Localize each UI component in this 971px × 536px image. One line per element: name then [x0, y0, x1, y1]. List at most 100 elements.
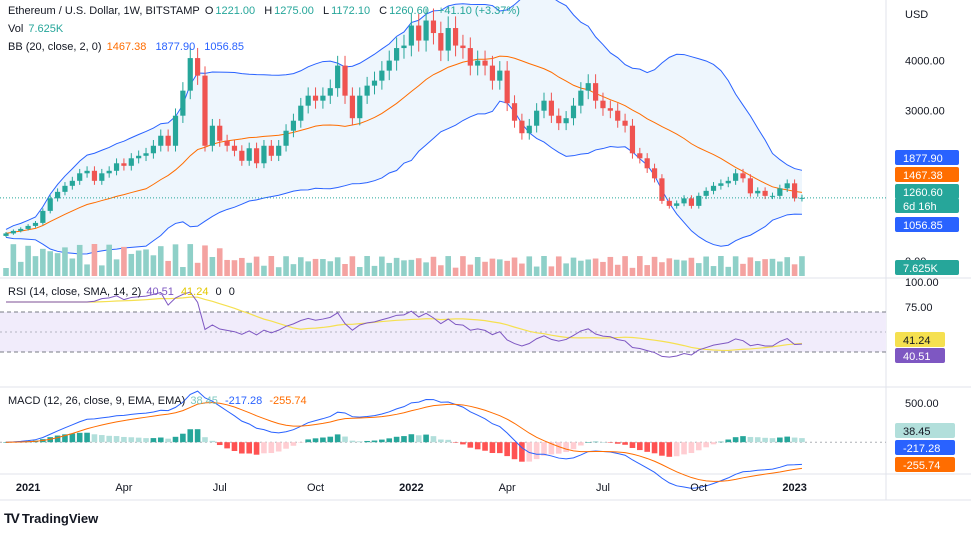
- volume-bar: [113, 259, 120, 276]
- macd-histogram-bar: [165, 438, 171, 443]
- candle-body: [320, 95, 326, 101]
- macd-histogram-bar: [585, 442, 592, 443]
- volume-bar: [777, 261, 783, 276]
- candle-body: [187, 58, 193, 91]
- time-tick-label: 2021: [16, 482, 40, 494]
- macd-histogram-bar: [275, 442, 282, 452]
- macd-histogram-bar: [172, 436, 179, 443]
- candle-body: [548, 100, 554, 116]
- low-value: 1172.10: [331, 5, 371, 17]
- price-tag-bb_upper: [895, 150, 959, 165]
- rsi-tick-label: 100.00: [905, 277, 939, 289]
- candle-body: [106, 170, 112, 174]
- candle-body: [681, 198, 687, 204]
- volume-bar: [349, 256, 356, 276]
- bb-basis-value: 1467.38: [106, 41, 147, 53]
- macd-histogram-bar: [143, 438, 149, 443]
- volume-bar: [548, 266, 555, 276]
- candle-body: [371, 80, 378, 86]
- macd-histogram-bar: [298, 442, 304, 443]
- candle-body: [261, 145, 267, 164]
- macd-histogram-bar: [747, 436, 754, 443]
- volume-bar: [585, 259, 592, 276]
- macd-histogram-bar: [76, 432, 83, 443]
- time-tick-label: Apr: [499, 482, 516, 494]
- candle-body: [10, 230, 16, 234]
- time-tick-label: Oct: [690, 482, 707, 494]
- macd-histogram-bar: [703, 442, 709, 448]
- macd-histogram-bar: [474, 442, 481, 450]
- candle-body: [25, 225, 31, 229]
- candle-body: [335, 65, 341, 89]
- volume-bar: [637, 256, 643, 276]
- candle-body: [298, 105, 304, 121]
- candle-body: [733, 173, 739, 181]
- candle-body: [54, 191, 61, 199]
- rsi-band: [0, 312, 886, 353]
- volume-bar: [54, 253, 61, 276]
- candle-body: [644, 158, 650, 169]
- candle-body: [276, 145, 282, 156]
- high-value: 1275.00: [274, 5, 314, 17]
- macd-histogram-bar: [62, 434, 68, 443]
- candle-body: [143, 153, 149, 156]
- candle-body: [128, 158, 134, 166]
- candle-body: [180, 90, 186, 116]
- candle-body: [777, 188, 783, 196]
- macd-signal-line: [5, 402, 803, 482]
- candle-body: [40, 210, 46, 223]
- macd-histogram-bar: [629, 442, 636, 448]
- macd-histogram-bar: [438, 439, 444, 443]
- candle-body: [364, 85, 370, 96]
- volume-bar: [519, 263, 525, 276]
- macd-histogram-bar: [290, 442, 297, 446]
- tradingview-logo-icon: TV: [4, 510, 20, 526]
- volume-bar: [629, 267, 636, 276]
- macd-histogram-bar: [423, 434, 429, 443]
- rsi-tag: [895, 332, 945, 347]
- candle-body: [357, 95, 363, 119]
- macd-histogram-bar: [681, 442, 687, 455]
- rsi-tick-label: 75.00: [905, 302, 933, 314]
- price-tick-label: 4000.00: [905, 56, 945, 68]
- candle-body: [556, 115, 562, 124]
- volume-bar: [496, 259, 503, 276]
- volume-bar: [187, 244, 194, 276]
- tradingview-logo[interactable]: TV TradingView: [4, 510, 98, 526]
- candle-body: [349, 95, 355, 119]
- macd-label: MACD (12, 26, close, 9, EMA, EMA): [8, 395, 186, 407]
- volume-bar: [511, 257, 518, 276]
- macd-histogram-bar: [216, 442, 223, 446]
- volume-bar: [467, 264, 474, 276]
- candle-body: [563, 118, 569, 124]
- volume-bar: [202, 245, 208, 276]
- macd-histogram-bar: [504, 442, 510, 457]
- candle-body: [401, 45, 407, 49]
- candle-body: [703, 190, 709, 196]
- macd-histogram-bar: [106, 435, 112, 443]
- volume-bar: [533, 266, 540, 276]
- candle-body: [224, 140, 230, 146]
- volume-bar: [364, 256, 370, 276]
- volume-bar: [430, 256, 437, 276]
- volume-bar: [474, 257, 481, 276]
- volume-bar: [651, 256, 658, 276]
- macd-histogram-bar: [327, 436, 334, 443]
- volume-tag-label: 7.625K: [903, 263, 939, 275]
- macd-tag: [895, 423, 955, 438]
- candle-body: [423, 20, 429, 41]
- open-label: O: [204, 5, 214, 17]
- macd-histogram-bar: [732, 437, 739, 443]
- volume-bar: [570, 257, 577, 276]
- volume-bar: [673, 259, 680, 276]
- macd-histogram-bar: [121, 436, 127, 443]
- candle-body: [674, 203, 680, 206]
- volume-bar: [408, 259, 415, 276]
- macd-hist-value: 38.45: [190, 395, 218, 407]
- macd-histogram-bar: [356, 441, 363, 443]
- candle-body: [394, 48, 400, 61]
- macd-histogram-bar: [239, 442, 245, 454]
- volume-bar: [143, 249, 149, 276]
- volume-bar: [659, 262, 665, 276]
